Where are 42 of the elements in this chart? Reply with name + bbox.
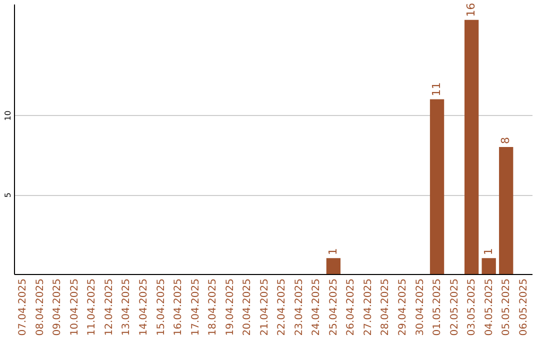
x-tick-label: 17.04.2025 xyxy=(190,278,202,336)
x-tick-label: 24.04.2025 xyxy=(311,278,322,336)
x-tick-label: 29.04.2025 xyxy=(398,278,408,336)
x-tick-label: 21.04.2025 xyxy=(259,278,270,336)
x-tick-label: 04.05.2025 xyxy=(484,278,495,336)
x-tick-label: 26.04.2025 xyxy=(346,278,357,336)
x-tick-label: 16.04.2025 xyxy=(173,278,184,336)
x-tick-label: 08.04.2025 xyxy=(34,278,46,336)
x-tick-label: 12.04.2025 xyxy=(104,278,115,336)
x-tick-label: 28.04.2025 xyxy=(380,278,392,336)
data-label: 1 xyxy=(482,248,495,256)
data-label: 8 xyxy=(499,136,512,144)
x-tick-label: 02.05.2025 xyxy=(449,278,460,336)
x-tick-label: 19.04.2025 xyxy=(224,278,236,336)
x-tick-label: 06.05.2025 xyxy=(518,278,530,336)
y-tick-label: 5 xyxy=(4,192,12,198)
x-tick-label: 03.05.2025 xyxy=(466,278,478,336)
x-tick-label: 10.04.2025 xyxy=(69,278,80,336)
x-tick-label: 07.04.2025 xyxy=(18,278,29,336)
data-label: 11 xyxy=(430,82,444,96)
data-label: 16 xyxy=(464,2,478,17)
x-tick-label: 13.04.2025 xyxy=(121,278,132,336)
bar xyxy=(464,20,479,274)
bar xyxy=(482,258,496,274)
x-tick-label: 15.04.2025 xyxy=(156,278,167,336)
x-tick-label: 11.04.2025 xyxy=(86,278,98,336)
x-tick-label: 18.04.2025 xyxy=(208,278,219,336)
x-tick-label: 09.04.2025 xyxy=(52,278,64,336)
x-tick-label: 25.04.2025 xyxy=(328,278,340,336)
x-tick-label: 23.04.2025 xyxy=(294,278,305,336)
bar xyxy=(326,258,341,274)
x-tick-label: 01.05.2025 xyxy=(432,278,444,336)
bar xyxy=(430,99,444,274)
x-tick-label: 05.05.2025 xyxy=(501,278,512,336)
x-tick-label: 27.04.2025 xyxy=(362,278,374,336)
bar xyxy=(499,146,514,274)
x-tick-label: 20.04.2025 xyxy=(242,278,254,336)
data-label: 1 xyxy=(326,248,340,256)
x-tick-label: 14.04.2025 xyxy=(138,278,150,336)
x-tick-label: 22.04.2025 xyxy=(276,278,288,336)
x-tick-label: 30.04.2025 xyxy=(414,278,426,336)
y-tick-label: 10 xyxy=(4,110,12,121)
